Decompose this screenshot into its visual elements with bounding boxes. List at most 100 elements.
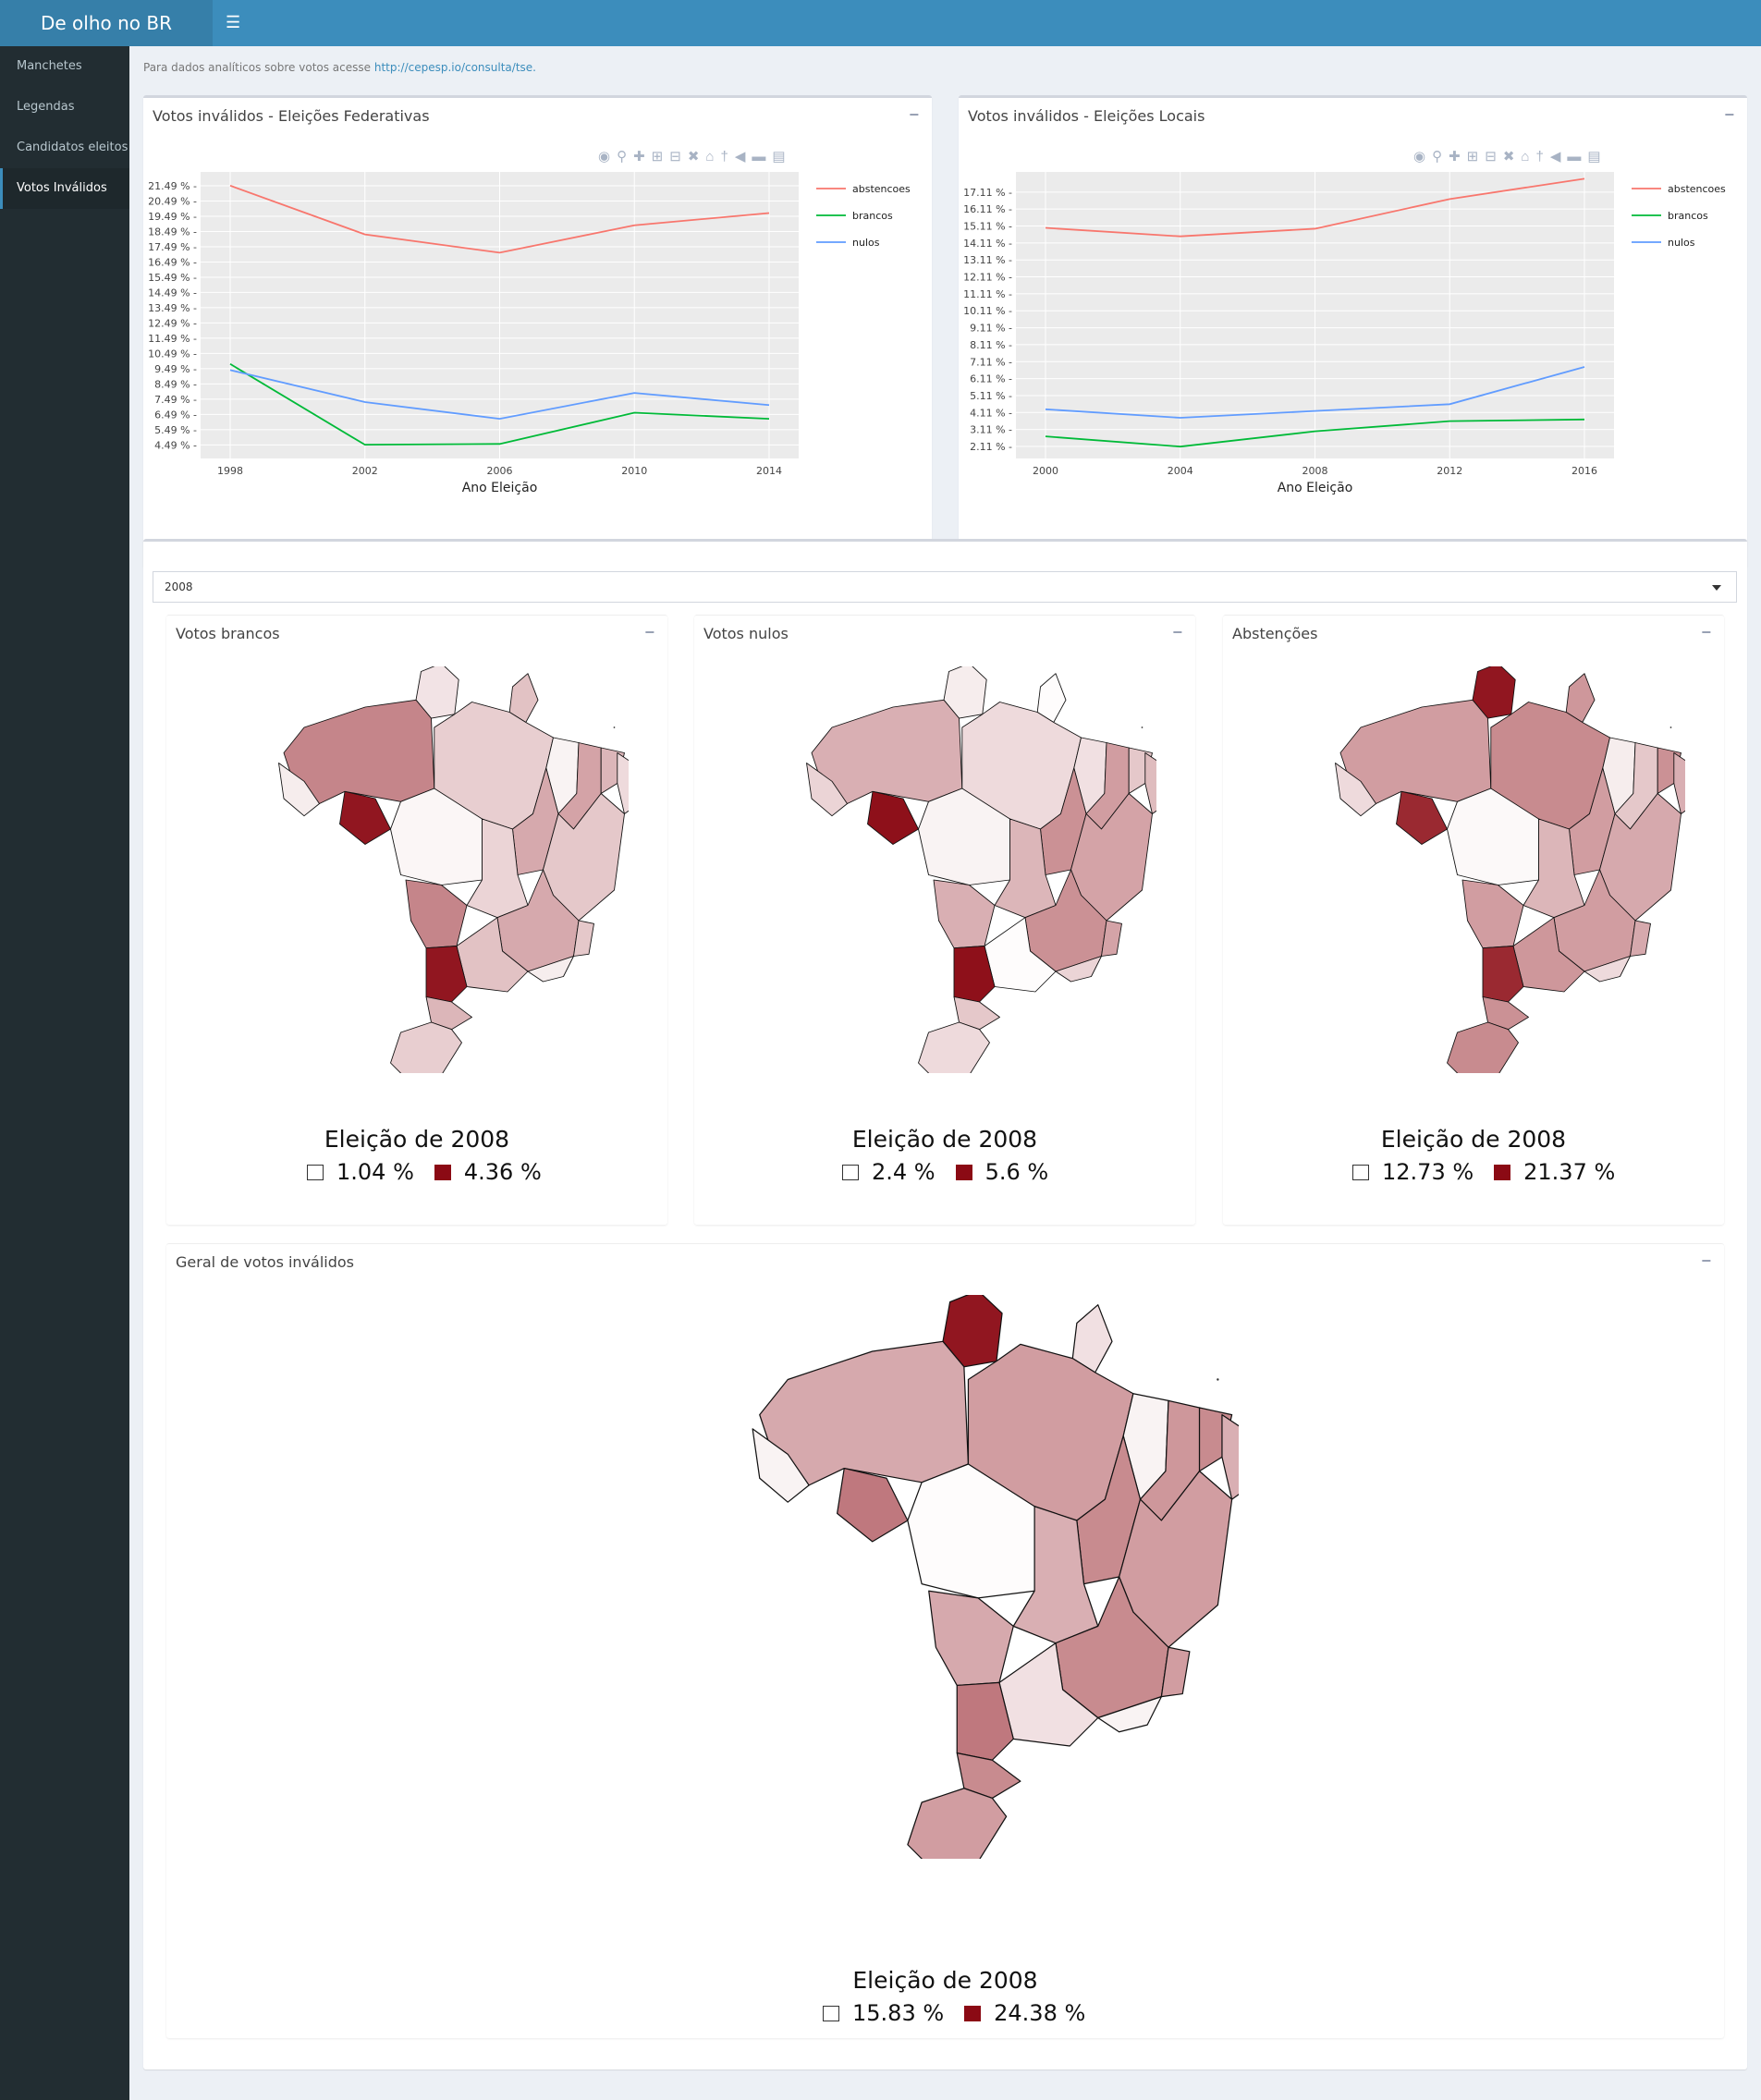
plotly-modebar[interactable]: ◉⚲✚⊞⊟✖⌂†◀▬▤ [598,148,792,165]
legend-label[interactable]: nulos [1668,237,1695,249]
brazil-map-geral[interactable] [647,1295,1239,1859]
state-region-matogrosso[interactable] [907,1463,1035,1599]
zoom-icon[interactable]: ⚲ [617,149,634,165]
hover-compare-icon[interactable]: ▬ [752,149,773,165]
hover-closest-icon[interactable]: ◀ [734,149,752,165]
series-line-brancos[interactable] [1045,418,1585,448]
plotly-modebar[interactable]: ◉⚲✚⊞⊟✖⌂†◀▬▤ [1413,148,1608,165]
camera-icon[interactable]: ◉ [598,149,618,165]
hamburger-icon[interactable]: ☰ [226,13,241,31]
collapse-button[interactable]: − [1701,623,1711,641]
sidebar-item-candidatos-eleitos[interactable]: Candidatos eleitos [17,140,128,154]
state-region-acre[interactable] [752,1428,810,1503]
state-region-parana[interactable] [425,946,468,1003]
legend-label[interactable]: nulos [852,237,880,249]
series-line-abstencoes[interactable] [1045,177,1585,238]
legend-label[interactable]: abstencoes [852,183,911,195]
state-region-espiritosanto[interactable] [573,920,594,957]
state-region-santacatarina[interactable] [1482,996,1529,1031]
spike-icon[interactable]: † [1535,149,1550,165]
state-region-santacatarina[interactable] [953,996,1000,1031]
state-region-rondonia[interactable] [1396,790,1448,845]
hover-compare-icon[interactable]: ▬ [1567,149,1588,165]
camera-icon[interactable]: ◉ [1413,149,1433,165]
state-region-rondonia[interactable] [867,790,919,845]
state-region-riograndesul[interactable] [907,1788,1008,1859]
state-region-riojaneiro[interactable] [1097,1696,1162,1733]
state-region-nordeste[interactable] [1144,752,1156,814]
autoscale-icon[interactable]: ✖ [1502,149,1522,165]
state-region-nordeste[interactable] [617,752,629,814]
state-region-matogrosso[interactable] [1447,788,1539,885]
state-region-matogrosso[interactable] [390,788,483,885]
state-region-amapa[interactable] [508,673,539,723]
chevron-down-icon[interactable] [1712,585,1721,591]
sidebar-item-votos-invalidos[interactable]: Votos Inválidos [0,168,129,209]
state-region-riograndesul[interactable] [918,1021,990,1073]
state-region-acre[interactable] [806,763,848,817]
pan-icon[interactable]: ✚ [1449,149,1467,165]
series-line-brancos[interactable] [229,362,770,446]
collapse-button[interactable]: − [644,623,654,641]
state-region-amapa[interactable] [1565,673,1596,723]
state-region-acre[interactable] [278,763,320,817]
app-logo[interactable]: De olho no BR [0,0,213,46]
federal-line-chart[interactable]: 1998 2002 2006 2010 2014 4.49 % - 5.49 % - 6.49… [143,144,932,569]
collapse-button[interactable]: − [1172,623,1182,641]
state-region-matogrossosul[interactable] [405,879,468,949]
state-region-matogrossosul[interactable] [933,879,996,949]
state-region-riograndesul[interactable] [1447,1021,1519,1073]
series-line-nulos[interactable] [229,369,770,421]
state-region-parana[interactable] [1482,946,1524,1003]
plotly-logo[interactable]: ▤ [772,149,792,165]
state-region-acre[interactable] [1335,763,1376,817]
state-region-matogrosso[interactable] [918,788,1010,885]
state-region-riojaneiro[interactable] [527,956,574,983]
state-region-santacatarina[interactable] [425,996,472,1031]
state-region-rondonia[interactable] [837,1467,909,1543]
zoom-in-icon[interactable]: ⊞ [651,149,670,165]
plotly-logo[interactable]: ▤ [1587,149,1608,165]
spike-icon[interactable]: † [720,149,735,165]
state-region-nordeste[interactable] [1221,1414,1239,1500]
state-region-parana[interactable] [953,946,996,1003]
pan-icon[interactable]: ✚ [633,149,652,165]
state-region-espiritosanto[interactable] [1630,920,1651,957]
state-region-matogrossosul[interactable] [928,1590,1014,1687]
state-region-matogrossosul[interactable] [1461,879,1524,949]
state-region-nordeste[interactable] [1673,752,1685,814]
state-region-amapa[interactable] [1071,1304,1113,1374]
series-line-abstencoes[interactable] [229,184,770,254]
zoom-out-icon[interactable]: ⊟ [1485,149,1503,165]
legend-label[interactable]: brancos [1668,210,1708,222]
brazil-map-brancos[interactable] [203,666,629,1073]
state-region-espiritosanto[interactable] [1160,1646,1191,1698]
cepesp-link[interactable]: http://cepesp.io/consulta/tse. [373,61,536,74]
home-icon[interactable]: ⌂ [705,149,721,165]
collapse-button[interactable]: − [909,105,919,124]
year-select[interactable]: 2008 [153,571,1737,603]
state-region-rondonia[interactable] [339,790,391,845]
brazil-map-abstencoes[interactable] [1260,666,1685,1073]
zoom-out-icon[interactable]: ⊟ [669,149,688,165]
home-icon[interactable]: ⌂ [1521,149,1536,165]
state-region-santacatarina[interactable] [956,1752,1021,1800]
state-region-riojaneiro[interactable] [1584,956,1631,983]
hover-closest-icon[interactable]: ◀ [1549,149,1568,165]
zoom-icon[interactable]: ⚲ [1432,149,1449,165]
local-line-chart[interactable]: 2000 2004 2008 2012 2016 2.11 % - 3.11 % - 4.11… [959,144,1747,569]
legend-label[interactable]: abstencoes [1668,183,1726,195]
sidebar-item-manchetes[interactable]: Manchetes [17,59,82,73]
collapse-button[interactable]: − [1724,105,1734,124]
series-line-nulos[interactable] [1045,366,1585,419]
zoom-in-icon[interactable]: ⊞ [1466,149,1486,165]
state-region-espiritosanto[interactable] [1101,920,1122,957]
state-region-parana[interactable] [956,1681,1014,1761]
sidebar-item-legendas[interactable]: Legendas [17,100,75,114]
brazil-map-nulos[interactable] [731,666,1156,1073]
legend-label[interactable]: brancos [852,210,893,222]
state-region-amapa[interactable] [1036,673,1067,723]
state-region-riograndesul[interactable] [390,1021,462,1073]
state-region-riojaneiro[interactable] [1055,956,1102,983]
collapse-button[interactable]: − [1701,1251,1711,1270]
